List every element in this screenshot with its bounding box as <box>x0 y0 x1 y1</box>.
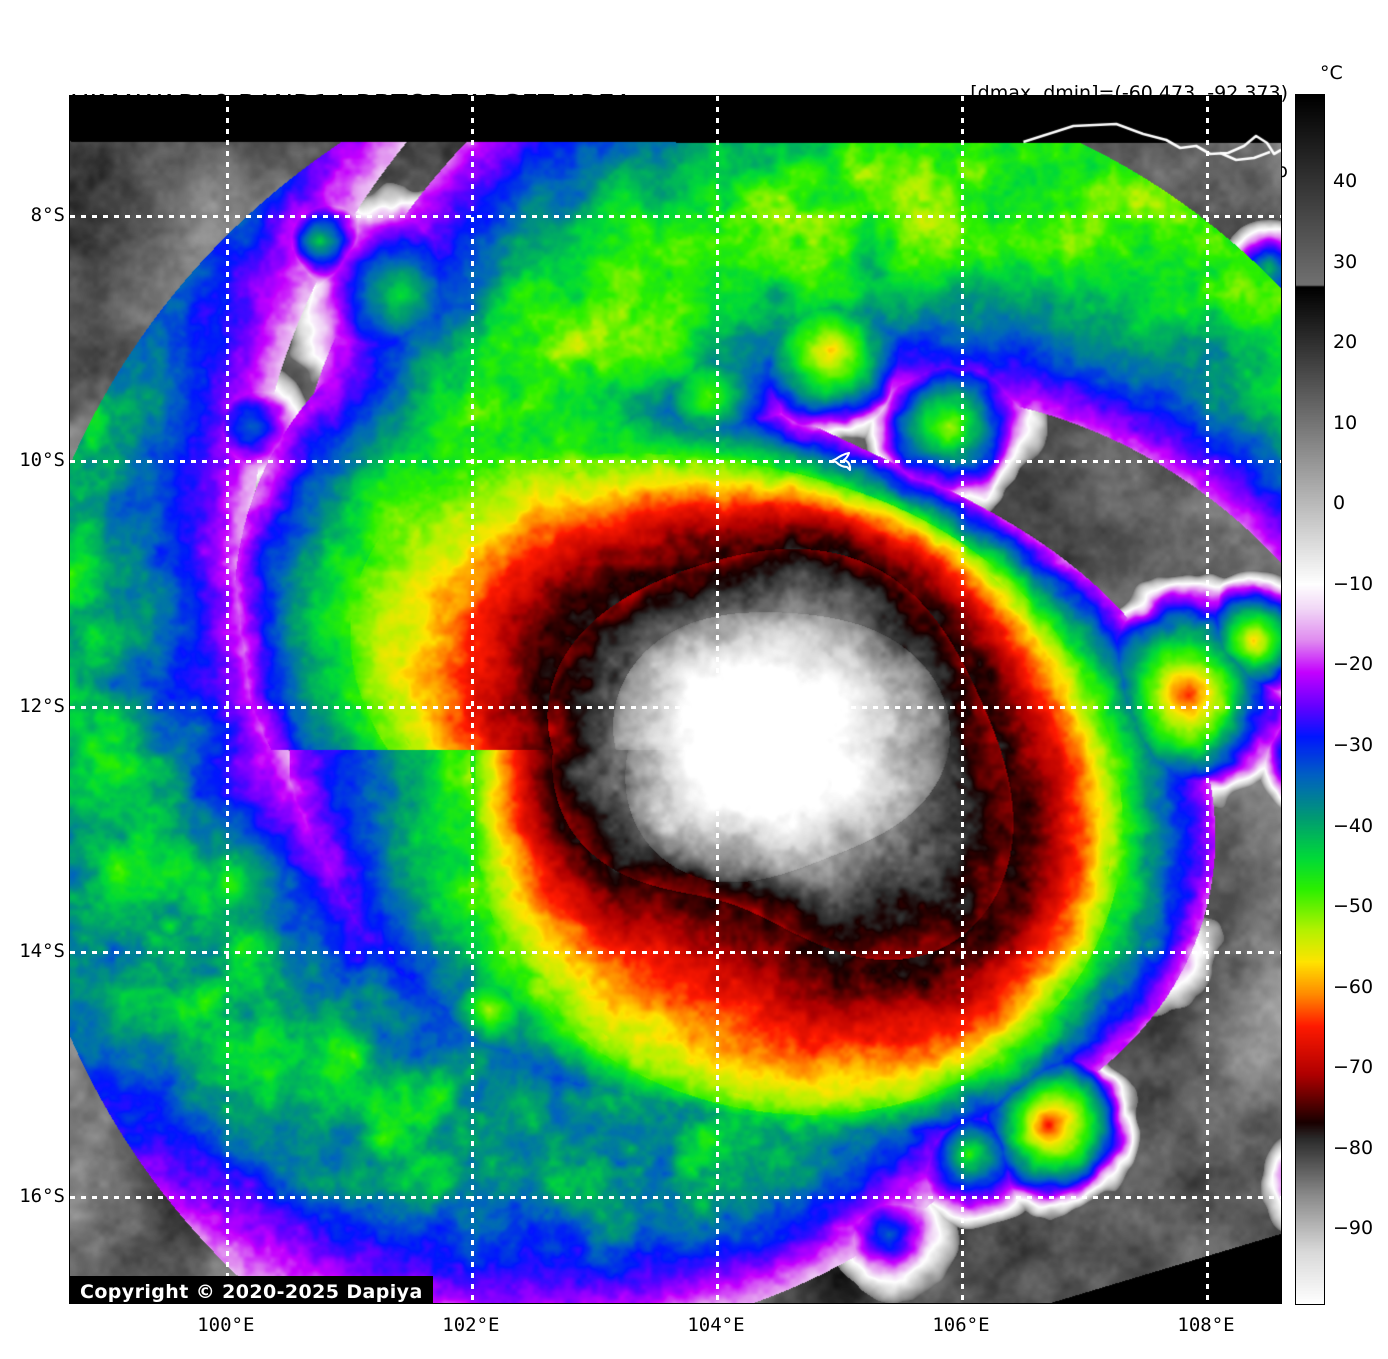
copyright-label: Copyright © 2020-2025 Dapiya <box>70 1276 433 1303</box>
temperature-colorbar[interactable] <box>1295 94 1325 1305</box>
satellite-map[interactable]: Copyright © 2020-2025 Dapiya <box>69 95 1282 1304</box>
lon-tick-label: 108°E <box>1177 1314 1235 1336</box>
colorbar-tick-label: −30 <box>1333 734 1374 757</box>
lon-tick-label: 106°E <box>932 1314 990 1336</box>
lat-tick-label: 16°S <box>19 1185 65 1208</box>
colorbar-tick-label: −80 <box>1333 1136 1374 1159</box>
colorbar-unit-label: °C <box>1320 62 1343 84</box>
lon-tick-label: 102°E <box>442 1314 500 1336</box>
colorbar-gradient <box>1296 95 1324 1304</box>
lat-tick-label: 14°S <box>19 939 65 962</box>
colorbar-tick-label: −10 <box>1333 572 1374 595</box>
colorbar-tick-label: 30 <box>1333 250 1358 273</box>
colorbar-tick-label: 20 <box>1333 331 1358 354</box>
lat-tick-label: 10°S <box>19 449 65 472</box>
lat-tick-label: 8°S <box>30 204 65 227</box>
colorbar-tick-label: −50 <box>1333 895 1374 918</box>
colorbar-tick-label: −70 <box>1333 1056 1374 1079</box>
satellite-imagery-canvas <box>70 96 1281 1303</box>
lon-tick-label: 104°E <box>687 1314 745 1336</box>
colorbar-tick-label: −90 <box>1333 1217 1374 1240</box>
lat-tick-label: 12°S <box>19 694 65 717</box>
colorbar-tick-label: 10 <box>1333 411 1358 434</box>
colorbar-tick-label: 40 <box>1333 170 1358 193</box>
colorbar-tick-label: −60 <box>1333 975 1374 998</box>
colorbar-tick-label: −20 <box>1333 653 1374 676</box>
colorbar-tick-label: −40 <box>1333 814 1374 837</box>
tropical-storm-symbol-icon <box>830 451 852 472</box>
colorbar-tick-label: 0 <box>1333 492 1346 515</box>
lon-tick-label: 100°E <box>197 1314 255 1336</box>
